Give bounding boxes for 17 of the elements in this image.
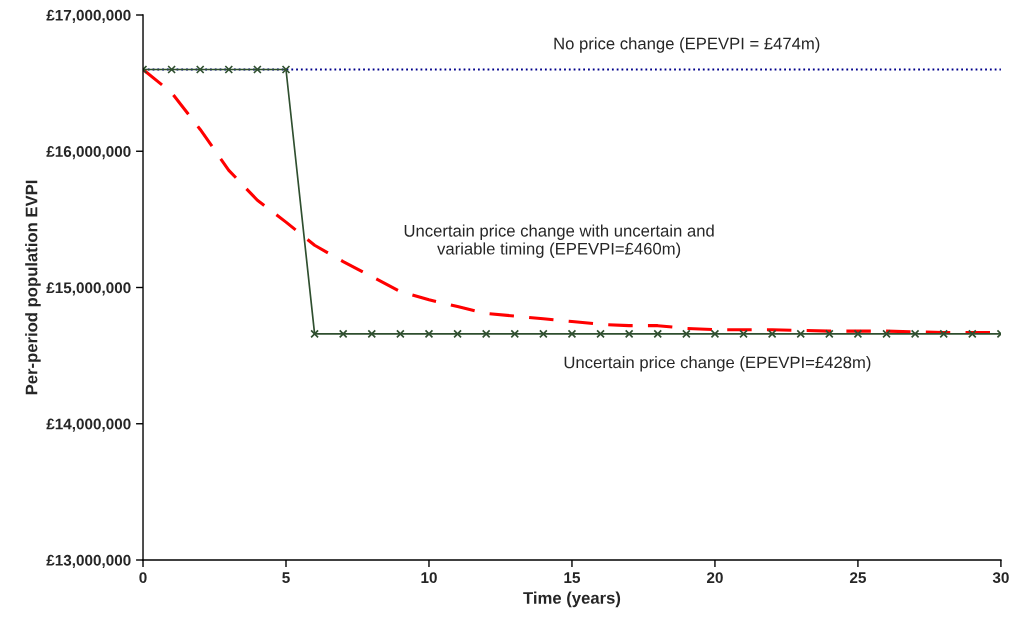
y-tick-label: £14,000,000 bbox=[46, 418, 131, 432]
y-axis-title: Per-period population EVPI bbox=[25, 180, 41, 395]
series-label: No price change (EPEVPI = £474m) bbox=[554, 37, 820, 53]
x-tick-label: 10 bbox=[421, 572, 437, 584]
x-tick-label: 0 bbox=[139, 572, 147, 584]
series-label: Uncertain price change (EPEVPI=£428m) bbox=[564, 356, 871, 372]
x-axis-title: Time (years) bbox=[523, 591, 621, 608]
x-tick-label: 20 bbox=[706, 572, 723, 584]
y-tick-label: £13,000,000 bbox=[46, 554, 131, 568]
y-tick-label: £16,000,000 bbox=[46, 146, 131, 160]
series-label: Uncertain price change with uncertain and variable timing (EPEVPI=£460m) bbox=[404, 224, 714, 258]
x-tick-label: 25 bbox=[849, 572, 866, 584]
y-tick-label: £15,000,000 bbox=[46, 282, 131, 296]
x-tick-label: 15 bbox=[564, 572, 581, 584]
y-tick-label: £17,000,000 bbox=[46, 9, 131, 23]
x-tick-label: 30 bbox=[992, 572, 1009, 584]
x-tick-label: 5 bbox=[282, 572, 290, 584]
